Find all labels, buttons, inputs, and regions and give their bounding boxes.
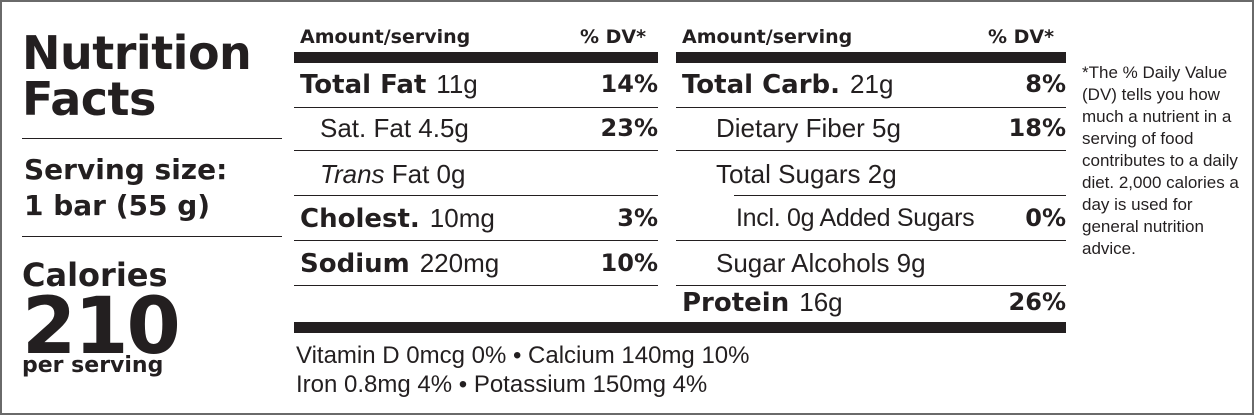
nutrient-row-total-fat: Total Fat 11g 14% bbox=[300, 61, 658, 107]
nutrient-amount: 10mg bbox=[429, 202, 495, 233]
nutrient-dv: 18% bbox=[1008, 114, 1066, 142]
nutrient-dv: 0% bbox=[1025, 204, 1066, 232]
nutrient-row-total-sugars: Total Sugars 2g bbox=[682, 151, 1066, 197]
divider bbox=[294, 150, 658, 151]
nutrient-dv: 3% bbox=[617, 204, 658, 232]
right-header-amount: Amount/serving bbox=[682, 26, 853, 48]
title-line-1: Nutrition bbox=[22, 26, 252, 80]
nutrient-row-dietary-fiber: Dietary Fiber 5g 18% bbox=[682, 105, 1066, 151]
nutrient-name: Sodium bbox=[300, 248, 410, 279]
nutrient-dv: 10% bbox=[600, 249, 658, 277]
nutrient-name: Total Carb. bbox=[682, 69, 841, 100]
left-header-dv: % DV* bbox=[580, 26, 647, 48]
nutrient-name: Sat. Fat 4.5g bbox=[320, 112, 469, 143]
serving-size-label: Serving size: bbox=[24, 153, 228, 186]
nutrient-name: Total Sugars 2g bbox=[716, 158, 897, 189]
per-serving-label: per serving bbox=[22, 353, 164, 378]
nutrient-row-added-sugars: Incl. 0g Added Sugars 0% bbox=[682, 195, 1066, 241]
nutrient-name: Protein bbox=[682, 287, 790, 318]
thick-rule-bottom bbox=[294, 322, 1066, 333]
nutrient-name: Sugar Alcohols 9g bbox=[716, 247, 926, 278]
nutrient-name: Total Fat bbox=[300, 69, 427, 100]
nutrient-amount: 220mg bbox=[419, 247, 500, 278]
nutrient-row-sugar-alcohols: Sugar Alcohols 9g bbox=[682, 240, 1066, 286]
nutrient-row-cholesterol: Cholest. 10mg 3% bbox=[300, 195, 658, 241]
nutrient-row-protein: Protein 16g 26% bbox=[682, 279, 1066, 325]
nutrient-name-italic: Trans bbox=[320, 158, 385, 189]
vitamins-line-2: Iron 0.8mg 4% • Potassium 150mg 4% bbox=[296, 371, 708, 398]
nutrient-amount: 11g bbox=[436, 68, 478, 99]
nutrient-name: Incl. 0g Added Sugars bbox=[736, 203, 975, 232]
divider bbox=[294, 107, 658, 108]
calories-label: Calories bbox=[22, 256, 168, 294]
divider bbox=[676, 107, 1066, 108]
nutrient-row-sodium: Sodium 220mg 10% bbox=[300, 240, 658, 286]
nutrient-name: Fat 0g bbox=[384, 158, 466, 189]
left-header-amount: Amount/serving bbox=[300, 26, 471, 48]
nutrient-row-trans-fat: Trans Fat 0g bbox=[300, 151, 658, 197]
nutrient-dv: 26% bbox=[1008, 288, 1066, 316]
divider bbox=[22, 236, 282, 237]
divider bbox=[676, 285, 1066, 286]
nutrient-row-total-carb: Total Carb. 21g 8% bbox=[682, 61, 1066, 107]
nutrient-dv: 14% bbox=[600, 70, 658, 98]
nutrient-dv: 23% bbox=[600, 114, 658, 142]
title-line-2: Facts bbox=[22, 72, 156, 126]
divider bbox=[676, 240, 1066, 241]
nutrient-amount: 21g bbox=[850, 68, 894, 99]
nutrient-name: Cholest. bbox=[300, 203, 420, 234]
divider bbox=[294, 240, 658, 241]
calories-value: 210 bbox=[22, 282, 181, 372]
thick-rule bbox=[294, 52, 658, 63]
right-header-dv: % DV* bbox=[988, 26, 1055, 48]
divider bbox=[294, 285, 658, 286]
nutrient-row-sat-fat: Sat. Fat 4.5g 23% bbox=[300, 105, 658, 151]
nutrient-name: Dietary Fiber 5g bbox=[716, 112, 901, 143]
dv-footnote: *The % Daily Value (DV) tells you how mu… bbox=[1082, 63, 1239, 258]
nutrient-amount: 16g bbox=[799, 286, 843, 317]
thick-rule bbox=[676, 52, 1066, 63]
divider bbox=[22, 138, 282, 139]
divider bbox=[734, 195, 1066, 196]
divider bbox=[294, 195, 658, 196]
vitamins-line-1: Vitamin D 0mcg 0% • Calcium 140mg 10% bbox=[296, 342, 750, 369]
divider bbox=[676, 150, 1066, 151]
serving-size-value: 1 bar (55 g) bbox=[24, 189, 211, 222]
nutrient-dv: 8% bbox=[1025, 70, 1066, 98]
